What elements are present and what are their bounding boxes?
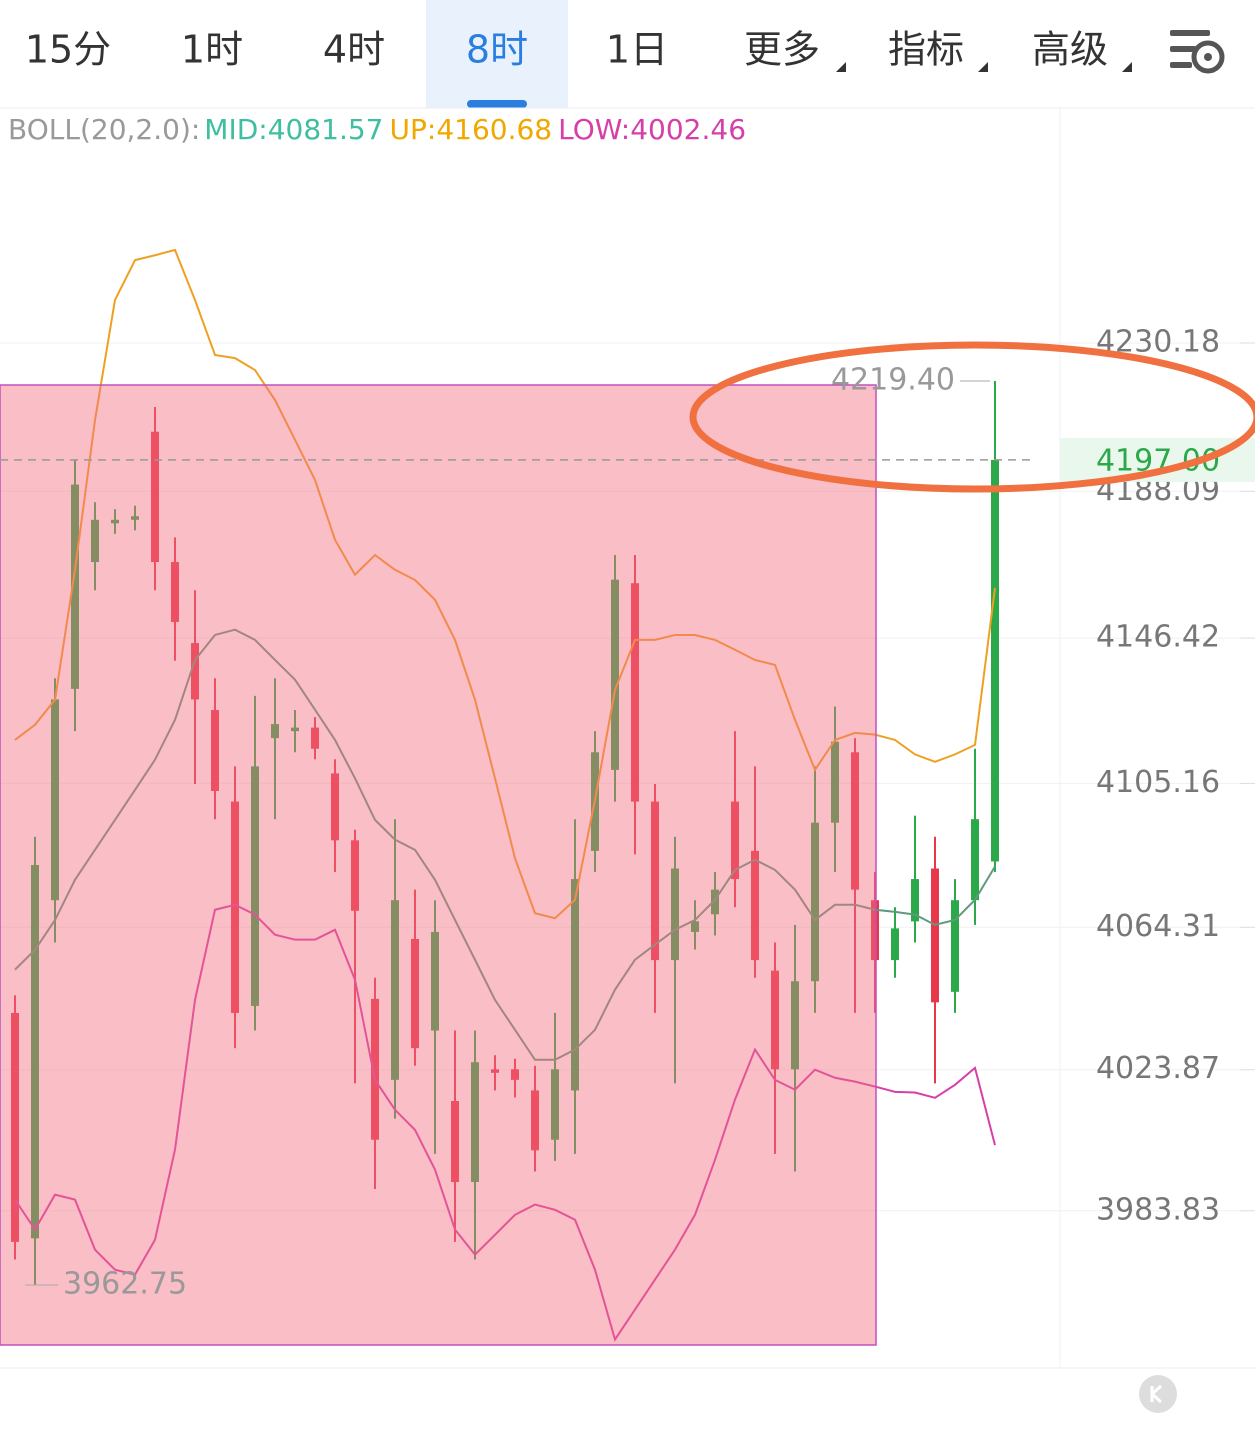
k-icon <box>1150 1384 1162 1404</box>
candle-body <box>831 741 839 823</box>
tab[interactable]: 1日 <box>606 28 668 72</box>
candle-body <box>711 889 719 915</box>
boll-line <box>14 248 996 920</box>
candle-body <box>691 921 699 932</box>
legend-entry: LOW:4002.46 <box>558 113 746 146</box>
high-marker-label: 4219.40 <box>831 362 955 397</box>
candle-body <box>571 879 579 1091</box>
candle-body <box>551 1069 559 1140</box>
plot: 4230.184188.094146.424105.164064.314023.… <box>0 248 1255 1346</box>
candle-body <box>291 727 299 732</box>
legend: BOLL(20,2.0): MID:4081.57 UP:4160.68 LOW:40… <box>8 113 746 146</box>
candle-body <box>131 516 139 520</box>
tab[interactable]: 1时 <box>181 28 243 72</box>
candle-body <box>451 1100 459 1183</box>
candle-body <box>211 709 219 792</box>
settings-icon[interactable] <box>1170 30 1225 74</box>
y-tick-label: 3983.83 <box>1096 1192 1220 1227</box>
candle-body <box>491 1069 499 1073</box>
candle-body <box>191 643 199 700</box>
candle-body <box>151 431 159 563</box>
candle-body <box>731 801 739 880</box>
candle-body <box>371 998 379 1140</box>
candle-body <box>91 519 99 563</box>
y-tick-label: 4105.16 <box>1096 765 1220 800</box>
candle-body <box>671 868 679 961</box>
boll-line <box>14 628 996 1061</box>
candle-body <box>531 1090 539 1151</box>
candle-body <box>231 801 239 1013</box>
active-tab-underline <box>467 100 527 108</box>
candle-body <box>271 724 279 739</box>
candle-body <box>171 562 179 622</box>
y-tick-label: 4064.31 <box>1096 909 1220 944</box>
candle-body <box>791 981 799 1070</box>
candle-body <box>511 1069 519 1080</box>
candle-body <box>851 752 859 890</box>
candle-body <box>771 970 779 1070</box>
tab[interactable]: 8时 <box>466 28 528 72</box>
candle-body <box>111 519 119 524</box>
candle-body <box>411 938 419 1049</box>
highlight-box <box>0 384 877 1346</box>
candle-body <box>311 727 319 749</box>
candle-body <box>51 699 59 901</box>
highlight-ellipse <box>689 341 1255 493</box>
candle-body <box>911 879 919 922</box>
tab[interactable]: 4时 <box>323 28 385 72</box>
active-tab-bg <box>426 0 568 108</box>
candle-body <box>651 801 659 961</box>
candle-body <box>71 484 79 689</box>
candle-body <box>471 1062 479 1183</box>
legend-entry: UP:4160.68 <box>390 113 553 146</box>
candle-body <box>611 579 619 770</box>
dropdown-arrows <box>836 62 1132 72</box>
y-tick-label: 4146.42 <box>1096 620 1220 655</box>
candle-body <box>251 766 259 1006</box>
tab[interactable]: 指标 <box>888 28 964 72</box>
candle-body <box>871 900 879 961</box>
candle-body <box>391 900 399 1080</box>
candle-body <box>431 931 439 1031</box>
candle-body <box>331 773 339 841</box>
candle-body <box>351 840 359 911</box>
indicator-label: BOLL(20,2.0): <box>8 113 200 146</box>
candle-body <box>751 850 759 961</box>
y-tick-label: 4023.87 <box>1096 1051 1220 1086</box>
tab[interactable]: 高级 <box>1032 28 1108 72</box>
candle-body <box>631 583 639 802</box>
tab[interactable]: 更多 <box>744 28 820 72</box>
k-button[interactable] <box>1139 1375 1177 1413</box>
candle-body <box>971 819 979 901</box>
low-marker-label: 3962.75 <box>63 1267 187 1302</box>
candle-body <box>811 822 819 982</box>
legend-entry: MID:4081.57 <box>204 113 383 146</box>
tab[interactable]: 15分 <box>25 28 111 72</box>
candle-body <box>31 864 39 1239</box>
candle-body <box>951 900 959 992</box>
boll-line <box>14 903 996 1342</box>
candle-body <box>891 928 899 961</box>
candle-body <box>931 868 939 1003</box>
candle-body <box>11 1012 19 1242</box>
candle-body <box>991 459 999 862</box>
